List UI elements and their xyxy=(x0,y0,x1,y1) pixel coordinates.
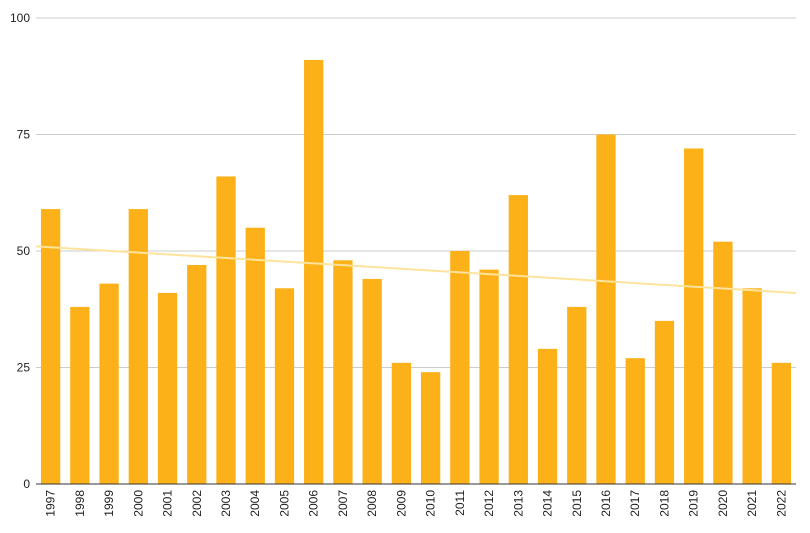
bar-2016 xyxy=(596,134,616,484)
bar-2011 xyxy=(450,251,470,484)
x-tick-label: 2006 xyxy=(307,490,321,517)
bar-2001 xyxy=(157,292,178,484)
x-tick-label: 1998 xyxy=(73,490,87,517)
x-tick-label: 2012 xyxy=(482,490,496,517)
bar-2008 xyxy=(362,278,382,484)
y-tick-label: 50 xyxy=(17,244,31,258)
x-tick-label: 2022 xyxy=(774,490,788,517)
x-tick-label: 2007 xyxy=(336,490,350,517)
bar-2003 xyxy=(216,176,236,484)
trendline-group xyxy=(35,245,797,294)
bar-2000 xyxy=(128,209,148,484)
y-tick-label: 75 xyxy=(17,128,31,142)
bar-2018 xyxy=(654,320,675,484)
bar-2020 xyxy=(713,241,733,484)
bars xyxy=(40,59,792,485)
x-tick-label: 2020 xyxy=(716,490,730,517)
x-tick-label: 2005 xyxy=(277,490,291,517)
bar-2017 xyxy=(625,358,645,484)
y-tick-label: 0 xyxy=(23,477,30,491)
y-axis-ticks: 0 25 50 75 100 xyxy=(10,11,30,491)
x-tick-label: 2000 xyxy=(131,490,145,517)
x-tick-label: 2008 xyxy=(365,490,379,517)
bar-2019 xyxy=(684,148,704,485)
bar-1999 xyxy=(99,283,119,484)
bar-2015 xyxy=(567,306,587,484)
x-tick-label: 2003 xyxy=(219,490,233,517)
x-tick-label: 2004 xyxy=(248,490,262,517)
bar-2013 xyxy=(508,195,528,484)
gridlines xyxy=(36,17,796,368)
x-tick-label: 2019 xyxy=(687,490,701,517)
bar-2002 xyxy=(187,264,207,484)
bar-2014 xyxy=(537,348,558,484)
x-tick-label: 2015 xyxy=(570,490,584,517)
x-tick-label: 2014 xyxy=(541,490,555,517)
bar-2004 xyxy=(245,227,265,484)
bar-2005 xyxy=(274,288,295,484)
x-tick-label: 2021 xyxy=(745,490,759,517)
x-tick-label: 2001 xyxy=(161,490,175,517)
bar-2022 xyxy=(771,362,792,484)
x-tick-label: 2011 xyxy=(453,490,467,516)
bar-2009 xyxy=(391,362,412,484)
y-tick-label: 25 xyxy=(17,361,31,375)
bar-2021 xyxy=(742,288,762,484)
x-tick-label: 2002 xyxy=(190,490,204,517)
bar-2010 xyxy=(420,372,441,484)
x-tick-label: 2017 xyxy=(628,490,642,517)
x-axis-ticks: 1997 1998 1999 2000 2001 2002 2003 2004 2005 2006… xyxy=(44,490,789,517)
x-tick-label: 1997 xyxy=(44,490,58,517)
x-tick-label: 2016 xyxy=(599,490,613,517)
x-tick-label: 2018 xyxy=(657,490,671,517)
y-tick-label: 100 xyxy=(10,11,30,25)
bar-2012 xyxy=(479,269,499,484)
trendline xyxy=(35,245,797,294)
x-tick-label: 2009 xyxy=(394,490,408,517)
bar-1998 xyxy=(70,306,90,484)
bar-2007 xyxy=(333,260,353,484)
x-tick-label: 2013 xyxy=(511,490,525,517)
x-tick-label: 1999 xyxy=(102,490,116,517)
x-tick-label: 2010 xyxy=(424,490,438,517)
bar-2006 xyxy=(304,59,324,484)
bar-1997 xyxy=(40,209,61,484)
